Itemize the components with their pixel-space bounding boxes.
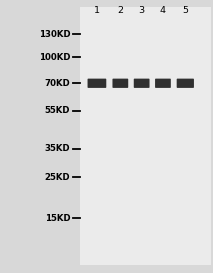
FancyBboxPatch shape [88,79,106,88]
Text: 4: 4 [160,6,166,14]
FancyBboxPatch shape [177,79,194,88]
Text: 3: 3 [139,6,145,14]
Text: 100KD: 100KD [39,53,70,62]
Text: 2: 2 [117,6,123,14]
Text: 70KD: 70KD [45,79,70,88]
FancyBboxPatch shape [112,79,128,88]
Text: 130KD: 130KD [39,30,70,38]
Text: 5: 5 [182,6,188,14]
FancyBboxPatch shape [134,79,150,88]
Text: 35KD: 35KD [45,144,70,153]
Text: 1: 1 [94,6,100,14]
Text: 25KD: 25KD [45,173,70,182]
FancyBboxPatch shape [155,79,171,88]
Bar [80,7,211,265]
Text: 55KD: 55KD [45,106,70,115]
Text: 15KD: 15KD [45,214,70,223]
